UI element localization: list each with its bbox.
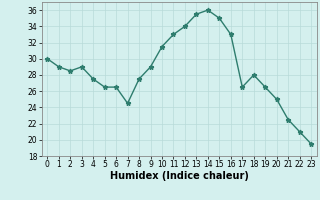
X-axis label: Humidex (Indice chaleur): Humidex (Indice chaleur)	[110, 171, 249, 181]
